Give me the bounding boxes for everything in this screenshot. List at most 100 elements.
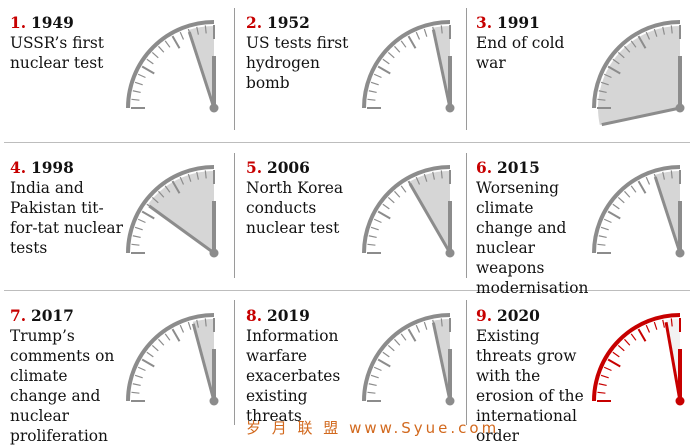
clock-tick — [132, 90, 141, 93]
clock-tick — [373, 366, 382, 372]
event-number: 7. — [10, 307, 27, 325]
clock-tick — [370, 226, 379, 231]
clock-tick — [146, 351, 154, 358]
clock-tick — [387, 52, 395, 59]
doomsday-clock-icon — [126, 165, 219, 258]
clock-tick — [432, 171, 435, 180]
clock-tick — [624, 190, 631, 198]
clock-tick — [141, 358, 155, 368]
clock-tick — [158, 45, 165, 53]
clock-tick — [171, 180, 181, 194]
clock-tick — [400, 333, 407, 341]
clock-tick — [603, 366, 612, 372]
event-card: 3. 1991 End of cold war — [466, 0, 699, 145]
doomsday-clock-icon — [592, 313, 685, 406]
event-card: 7. 2017 Trump’s comments on climate chang… — [0, 293, 233, 445]
clock-pivot — [675, 103, 685, 113]
doomsday-clock-icon — [592, 165, 685, 258]
clock-tick — [204, 25, 207, 34]
clock-tick — [423, 321, 428, 330]
event-card: 2. 1952 US tests first hydrogen bomb — [236, 0, 469, 145]
clock-pivot — [445, 103, 455, 113]
clock-tick — [387, 345, 395, 352]
clock-tick — [624, 338, 631, 346]
clock-tick — [179, 31, 185, 40]
event-description: Worsening climate change and nuclear wea… — [476, 179, 589, 297]
clock-tick — [204, 318, 207, 327]
clock-tick — [598, 90, 607, 93]
clock-tick — [171, 35, 181, 49]
doomsday-clock-icon — [362, 313, 455, 406]
clock-tick — [637, 35, 647, 49]
clock-tick — [645, 324, 651, 333]
clock-dial-arc — [592, 313, 681, 402]
clock-tick — [394, 190, 401, 198]
clock-tick — [440, 318, 443, 327]
event-text: 7. 2017 Trump’s comments on climate chang… — [10, 306, 128, 446]
event-text: 6. 2015 Worsening climate change and nucl… — [476, 158, 594, 298]
clock-tick — [670, 170, 673, 179]
column-divider — [466, 153, 467, 278]
column-divider — [466, 300, 467, 425]
clock-tick — [137, 218, 146, 224]
clock-tick — [662, 171, 665, 180]
clock-tick — [617, 197, 625, 204]
event-number: 6. — [476, 159, 493, 177]
clock-tick — [137, 366, 146, 372]
event-description: End of cold war — [476, 34, 565, 72]
event-description: Information warfare exacerbates existing… — [246, 327, 341, 425]
clock-tick — [612, 351, 620, 358]
clock-dial-arc — [592, 20, 681, 109]
clock-tick — [187, 321, 192, 330]
clock-dial-arc — [126, 313, 215, 402]
clock-tick — [164, 333, 171, 341]
clock-pivot — [675, 248, 685, 258]
clock-tick — [400, 185, 407, 193]
clock-tick — [377, 358, 391, 368]
clock-tick — [370, 374, 379, 379]
row-divider — [4, 142, 690, 143]
clock-tick — [597, 243, 606, 246]
clock-tick — [377, 65, 391, 75]
clock-tick — [151, 345, 159, 352]
clock-tick — [196, 319, 199, 328]
clock-tick — [407, 328, 417, 342]
clock-dial-arc — [362, 313, 451, 402]
clock-tick — [387, 197, 395, 204]
event-description: US tests first hydrogen bomb — [246, 34, 349, 92]
clock-tick — [134, 226, 143, 231]
column-divider — [234, 153, 235, 278]
event-description: USSR’s first nuclear test — [10, 34, 104, 72]
clock-tick — [373, 218, 382, 224]
clock-tick — [368, 383, 377, 386]
clock-tick — [603, 73, 612, 79]
clock-tick — [415, 31, 421, 40]
minute-hand — [148, 204, 215, 255]
event-text: 5. 2006 North Korea conducts nuclear test — [246, 158, 364, 238]
clock-tick — [603, 218, 612, 224]
minute-hand — [431, 322, 452, 402]
clock-tick — [382, 58, 390, 65]
clock-tick — [597, 98, 606, 101]
clock-tick — [637, 328, 647, 342]
doomsday-clock-icon — [362, 20, 455, 113]
clock-tick — [407, 35, 417, 49]
clock-tick — [132, 383, 141, 386]
clock-tick — [617, 52, 625, 59]
clock-tick — [612, 58, 620, 65]
event-year: 1991 — [496, 14, 540, 32]
event-card: 1. 1949 USSR’s first nuclear test — [0, 0, 233, 145]
clock-tick — [141, 65, 155, 75]
event-text: 8. 2019 Information warfare exacerbates e… — [246, 306, 364, 426]
clock-tick — [415, 324, 421, 333]
clock-tick — [377, 210, 391, 220]
clock-pivot — [675, 396, 685, 406]
clock-tick — [670, 25, 673, 34]
event-description: Trump’s comments on climate change and n… — [10, 327, 115, 445]
clock-tick — [630, 333, 637, 341]
clock-tick — [382, 351, 390, 358]
clock-tick — [637, 180, 647, 194]
clock-pivot — [209, 396, 219, 406]
clock-tick — [171, 328, 181, 342]
doomsday-clock-icon — [592, 20, 685, 127]
